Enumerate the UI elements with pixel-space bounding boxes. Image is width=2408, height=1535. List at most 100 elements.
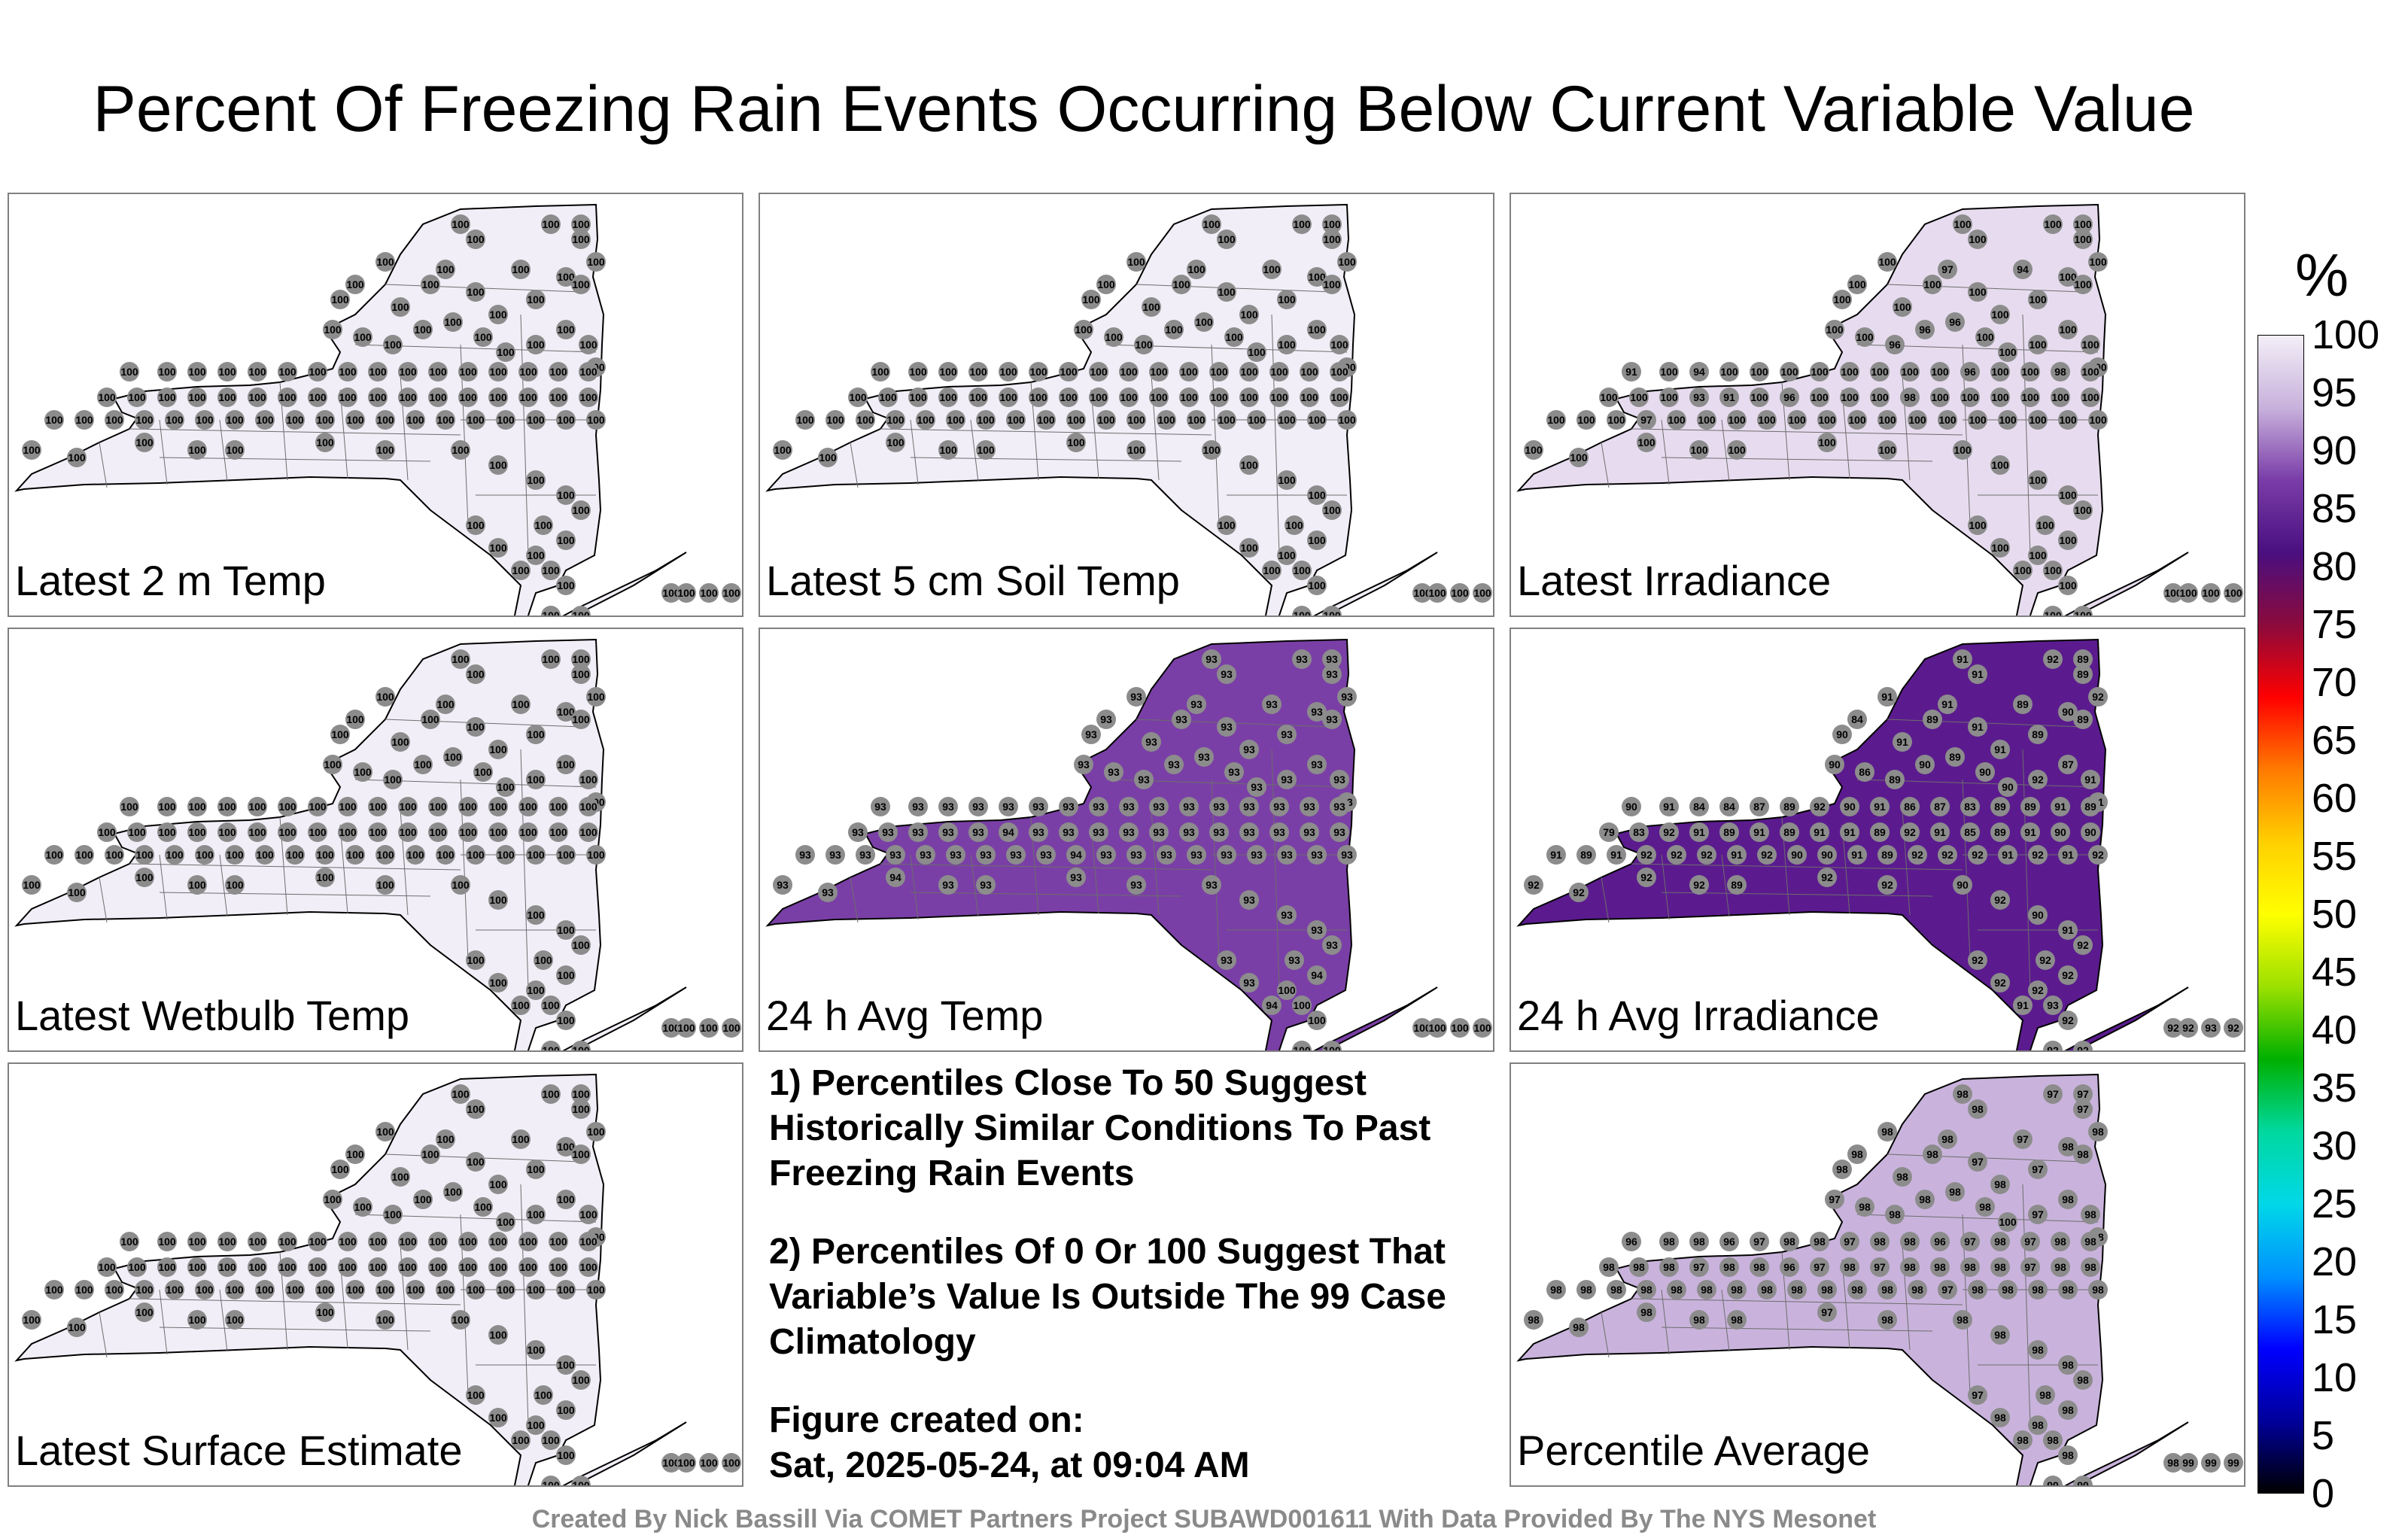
station-dot <box>157 1257 177 1277</box>
station-value: 93 <box>1198 751 1210 763</box>
station-value: 100 <box>399 391 417 403</box>
station-value: 100 <box>1060 391 1078 403</box>
station-dot <box>1870 797 1890 816</box>
station-value: 92 <box>1701 849 1713 861</box>
station-dot <box>1990 1232 2010 1251</box>
station-value: 100 <box>1172 278 1190 290</box>
station-value: 100 <box>2074 609 2092 617</box>
station-marker: 93 <box>1059 822 1078 842</box>
station-dot <box>255 845 275 865</box>
station-marker: 83 <box>1629 822 1649 842</box>
station-value: 100 <box>512 1434 530 1446</box>
station-marker: 100 <box>391 732 410 752</box>
station-marker: 92 <box>1697 845 1716 865</box>
station-marker: 100 <box>315 433 335 452</box>
station-marker: 100 <box>1149 362 1169 381</box>
station-dot <box>1277 290 1297 309</box>
station-marker: 100 <box>938 440 958 460</box>
station-value: 100 <box>158 801 176 813</box>
station-dot <box>398 388 418 407</box>
station-dot <box>187 1310 207 1330</box>
station-dot <box>541 561 561 580</box>
station-value: 100 <box>1248 346 1266 358</box>
station-marker: 98 <box>1727 1310 1747 1330</box>
station-value: 100 <box>188 826 206 838</box>
station-dot <box>248 388 267 407</box>
station-dot <box>571 275 591 294</box>
station-marker: 100 <box>488 362 508 381</box>
colorbar-tick: 75 <box>2312 602 2358 647</box>
station-dot <box>2043 606 2063 616</box>
station-value: 93 <box>1311 706 1323 718</box>
station-dot <box>496 1212 515 1232</box>
station-dot <box>938 440 958 460</box>
station-value: 96 <box>1964 366 1976 378</box>
station-dot <box>1953 649 1972 669</box>
colorbar-tick: 95 <box>2312 370 2358 415</box>
station-value: 100 <box>429 826 447 838</box>
station-value: 100 <box>1082 293 1100 305</box>
station-dot <box>571 1084 591 1104</box>
station-marker: 100 <box>278 1232 297 1251</box>
station-dot <box>406 845 425 865</box>
station-value: 89 <box>1994 801 2006 813</box>
station-marker: 93 <box>878 822 898 842</box>
station-dot <box>428 388 448 407</box>
station-marker: 92 <box>2073 1041 2093 1050</box>
station-dot <box>1780 797 1799 816</box>
station-value: 100 <box>489 801 507 813</box>
station-marker: 94 <box>999 822 1018 842</box>
station-value: 100 <box>196 414 214 426</box>
station-marker: 98 <box>1719 1257 1739 1277</box>
station-marker: 98 <box>1750 1257 1769 1277</box>
station-value: 100 <box>557 969 575 981</box>
station-value: 100 <box>467 1389 485 1401</box>
station-value: 93 <box>1288 954 1300 966</box>
station-value: 100 <box>1195 316 1213 328</box>
station-marker: 100 <box>526 770 546 789</box>
station-marker: 100 <box>2028 470 2048 490</box>
station-value: 100 <box>436 1133 455 1145</box>
station-dot <box>1330 822 1349 842</box>
station-value: 100 <box>1150 366 1168 378</box>
station-dot <box>2051 1232 2070 1251</box>
station-value: 100 <box>45 849 63 861</box>
station-value: 100 <box>1263 564 1281 576</box>
station-value: 100 <box>316 436 334 448</box>
station-dot <box>511 1430 531 1450</box>
station-marker: 89 <box>1877 845 1897 865</box>
station-marker: 91 <box>1938 695 1957 714</box>
station-dot <box>1473 1018 1492 1038</box>
station-value: 100 <box>527 1208 545 1220</box>
station-value: 100 <box>1300 366 1318 378</box>
station-dot <box>496 410 515 430</box>
station-marker: 93 <box>1187 695 1206 714</box>
station-dot <box>534 515 553 535</box>
station-value: 84 <box>1851 713 1863 725</box>
station-value: 98 <box>1633 1261 1645 1273</box>
station-value: 84 <box>1723 801 1735 813</box>
station-marker: 79 <box>1599 822 1619 842</box>
station-value: 93 <box>1251 781 1263 793</box>
station-dot <box>1667 1280 1686 1299</box>
station-marker: 98 <box>1990 1257 2010 1277</box>
station-marker: 100 <box>368 388 388 407</box>
station-dot <box>473 762 493 782</box>
station-value: 93 <box>1032 801 1044 813</box>
station-dot <box>1126 687 1146 707</box>
station-marker: 92 <box>2043 649 2063 669</box>
county-line <box>1661 1289 1670 1355</box>
station-dot <box>1727 875 1747 895</box>
station-marker: 100 <box>135 845 154 865</box>
station-value: 93 <box>1063 801 1075 813</box>
station-marker: 100 <box>120 362 139 381</box>
station-dot <box>1968 1099 1987 1119</box>
station-dot <box>1689 1232 1709 1251</box>
county-line <box>159 457 431 462</box>
station-marker: 100 <box>443 1182 463 1202</box>
station-dot <box>1629 1257 1649 1277</box>
station-value: 100 <box>399 826 417 838</box>
colorbar-tick: 90 <box>2312 428 2358 473</box>
station-dot <box>466 282 485 302</box>
